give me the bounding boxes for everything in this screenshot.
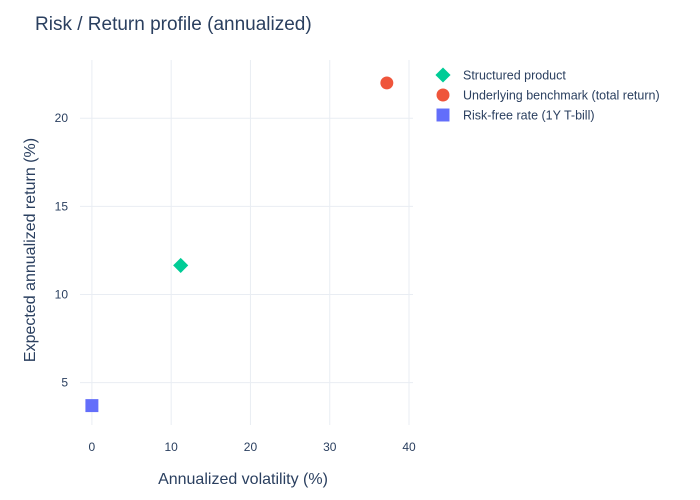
y-tick-label: 5 <box>61 376 68 390</box>
y-axis-title: Expected annualized return (%) <box>22 138 39 362</box>
legend-circle-symbol <box>436 88 450 102</box>
square-marker <box>85 399 99 413</box>
chart-title: Risk / Return profile (annualized) <box>35 14 312 35</box>
tick-labels: 0 10 20 30 40 5 10 15 20 <box>55 111 416 454</box>
x-tick-label: 20 <box>244 440 258 454</box>
legend-item: Structured product <box>435 67 566 83</box>
diamond-marker <box>173 257 189 273</box>
legend-diamond-symbol <box>435 67 451 83</box>
y-tick-label: 20 <box>55 111 69 125</box>
y-tick-label: 15 <box>55 199 69 213</box>
legend-label: Structured product <box>463 69 566 83</box>
data-markers <box>85 76 394 413</box>
x-tick-label: 0 <box>89 440 96 454</box>
legend-item: Risk-free rate (1Y T-bill) <box>436 108 595 123</box>
x-axis-title: Annualized volatility (%) <box>158 471 328 488</box>
y-tick-label: 10 <box>55 288 69 302</box>
legend-label: Underlying benchmark (total return) <box>463 89 660 103</box>
x-tick-label: 30 <box>323 440 337 454</box>
grid-lines <box>80 60 413 425</box>
x-tick-label: 40 <box>402 440 416 454</box>
circle-marker <box>380 76 394 90</box>
legend-item: Underlying benchmark (total return) <box>436 88 660 103</box>
x-tick-label: 10 <box>164 440 178 454</box>
legend-square-symbol <box>436 108 450 122</box>
legend-label: Risk-free rate (1Y T-bill) <box>463 109 595 123</box>
legend: Structured product Underlying benchmark (… <box>435 67 660 123</box>
